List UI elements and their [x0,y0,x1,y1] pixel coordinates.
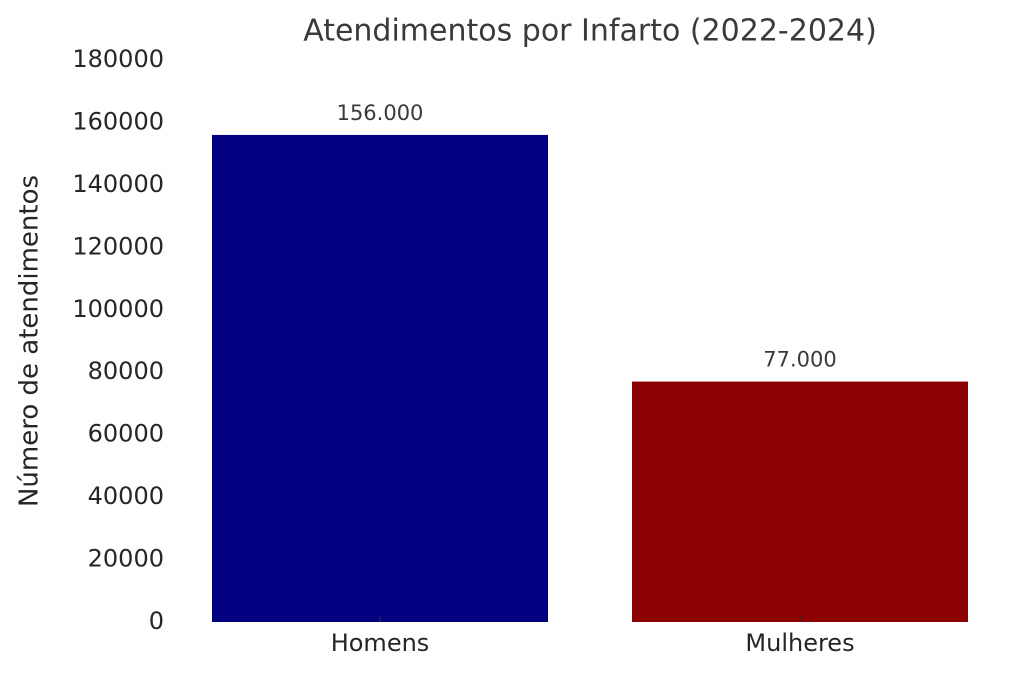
y-axis-label: Número de atendimentos [15,175,45,507]
y-tick-label: 160000 [72,107,164,135]
y-tick-label: 60000 [88,420,164,448]
y-tick-label: 0 [149,607,164,635]
x-tick-label: Mulheres [745,629,854,657]
value-label: 156.000 [337,101,424,125]
y-tick-label: 180000 [72,45,164,73]
y-tick-label: 20000 [88,545,164,573]
y-tick-label: 140000 [72,170,164,198]
bar [212,134,548,622]
bar [632,381,968,622]
y-tick-label: 40000 [88,482,164,510]
y-tick-label: 120000 [72,232,164,260]
x-tick-label: Homens [331,629,430,657]
y-tick-label: 100000 [72,295,164,323]
value-label: 77.000 [763,348,836,372]
chart-title: Atendimentos por Infarto (2022-2024) [303,14,877,49]
y-tick-label: 80000 [88,357,164,385]
